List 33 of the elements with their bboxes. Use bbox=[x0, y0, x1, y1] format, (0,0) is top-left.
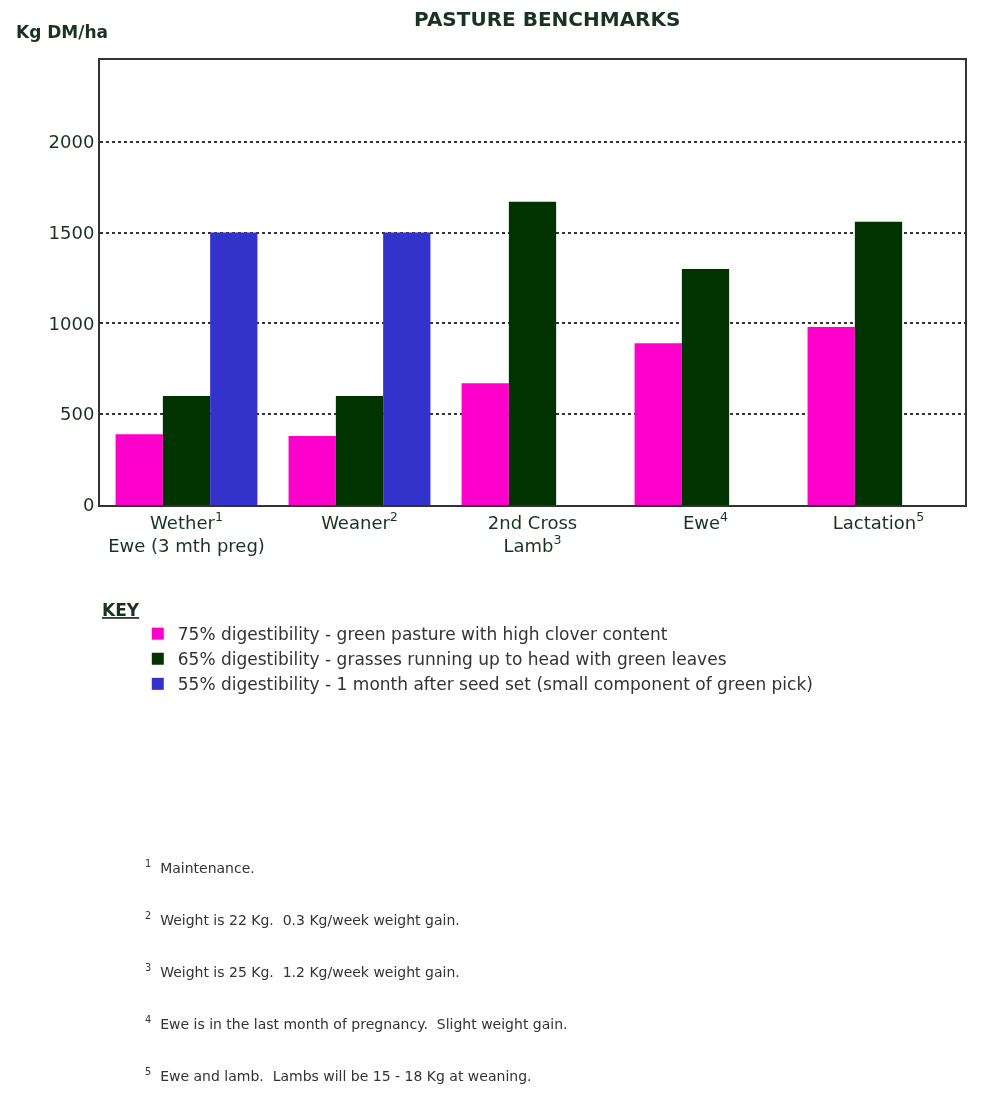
bar bbox=[854, 221, 903, 505]
legend-label: 55% digestibility - 1 month after seed set (small component of green pick) bbox=[177, 674, 813, 695]
bar bbox=[288, 435, 336, 505]
y-tick-label: 500 bbox=[60, 403, 95, 425]
x-tick-label: Ewe$^{4}$ bbox=[682, 509, 729, 533]
bar bbox=[210, 232, 258, 505]
legend-title: KEY bbox=[102, 600, 140, 621]
x-tick-label: Weaner$^{2}$ bbox=[321, 509, 398, 533]
text: $^{2}$ Weight is 22 Kg. 0.3 Kg/week weight gain. bbox=[145, 910, 460, 928]
text: $^{5}$ Ewe and lamb. Lambs will be 15 - 18 Kg at weaning. bbox=[145, 1066, 532, 1084]
x-tick-label: Lactation$^{5}$ bbox=[832, 509, 925, 533]
x-tick-label: Wether$^{1}$ Ewe (3 mth preg) bbox=[108, 509, 265, 556]
text: $^{3}$ Weight is 25 Kg. 1.2 Kg/week weight gain. bbox=[145, 962, 460, 980]
legend-label: 65% digestibility - grasses running up to head with green leaves bbox=[177, 649, 727, 670]
bar bbox=[508, 201, 557, 505]
text: $^{1}$ Maintenance. bbox=[145, 858, 255, 876]
bar bbox=[383, 232, 431, 505]
bar bbox=[681, 268, 730, 505]
y-axis-title: Kg DM/ha bbox=[16, 22, 109, 42]
bar bbox=[634, 343, 682, 505]
bar bbox=[807, 327, 855, 505]
bar bbox=[162, 396, 211, 505]
x-tick-label: 2nd Cross Lamb$^{3}$ bbox=[487, 511, 578, 556]
bar bbox=[335, 396, 384, 505]
chart-title: PASTURE BENCHMARKS bbox=[414, 7, 681, 31]
legend-label: 75% digestibility - green pasture with high clover content bbox=[177, 624, 668, 645]
y-tick-label: 2000 bbox=[48, 131, 95, 153]
y-tick-label: 1500 bbox=[48, 221, 95, 243]
y-tick-label: 1000 bbox=[48, 312, 95, 334]
text: $^{4}$ Ewe is in the last month of pregnancy. Slight weight gain. bbox=[145, 1014, 568, 1032]
y-tick-label: 0 bbox=[82, 494, 95, 516]
bar bbox=[461, 383, 509, 505]
bar bbox=[115, 434, 163, 505]
